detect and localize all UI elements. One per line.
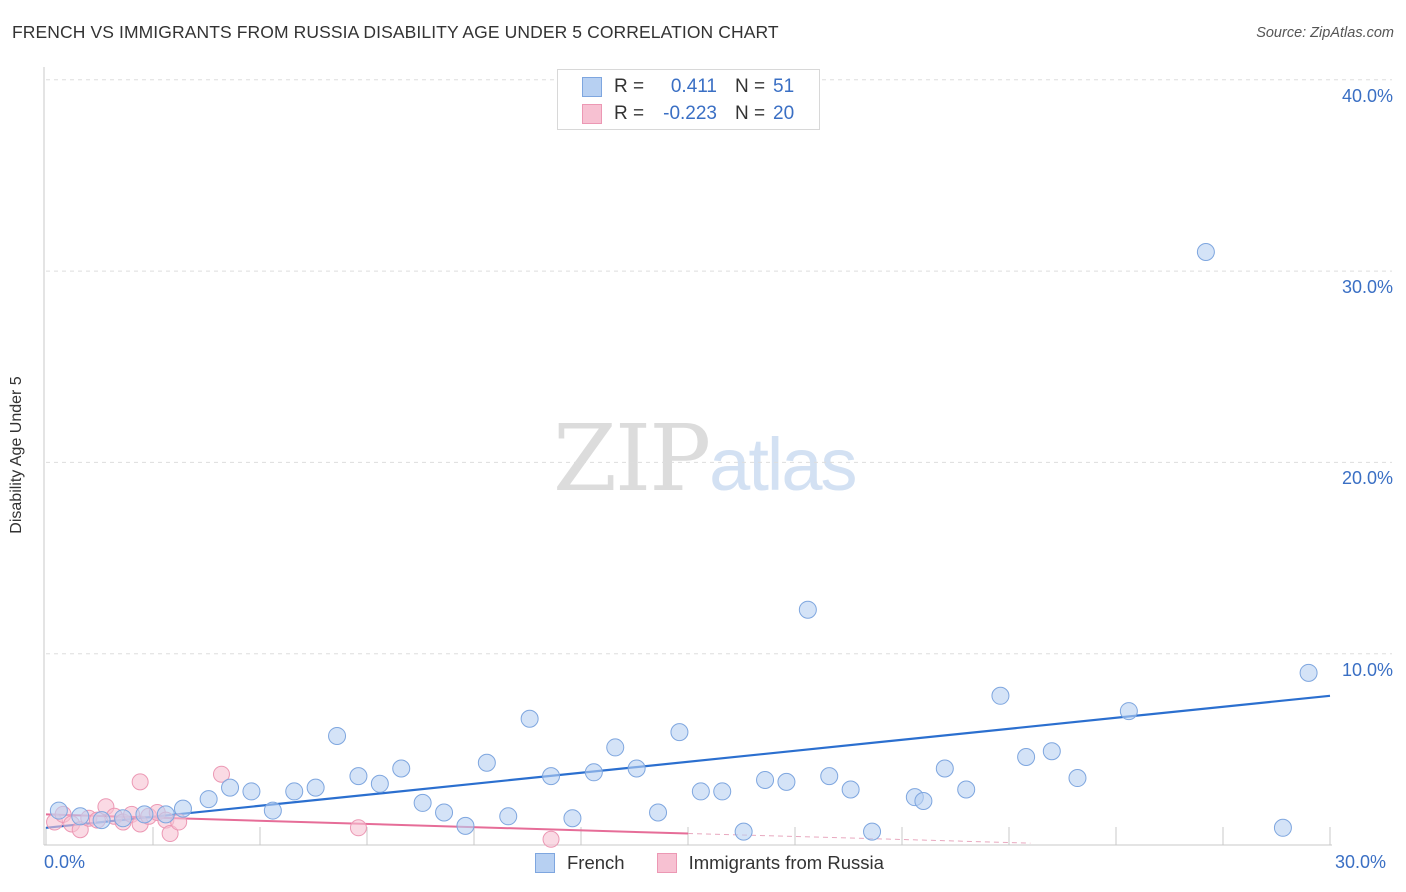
french-point — [542, 767, 561, 786]
french-point — [935, 759, 954, 778]
source-credit: Source: ZipAtlas.com — [1256, 25, 1394, 41]
french-point — [914, 792, 933, 811]
french-point — [734, 822, 753, 841]
french-point — [1196, 242, 1215, 261]
french-point — [349, 767, 368, 786]
french-point — [1042, 742, 1061, 761]
y-tick-label-40: 40.0% — [1341, 86, 1393, 106]
series-russia-points — [46, 765, 560, 848]
french-point — [306, 778, 325, 797]
french-point — [670, 723, 689, 742]
french-point — [691, 782, 710, 801]
french-swatch — [582, 77, 602, 97]
french-point — [328, 726, 347, 745]
y-axis-label-text: Disability Age Under 5 — [8, 376, 25, 534]
r-label: R = — [614, 76, 645, 97]
axes — [43, 67, 1332, 846]
r-value: 0.411 — [670, 76, 717, 97]
grid-lines — [46, 79, 1392, 655]
french-point — [627, 759, 646, 778]
trend-lines — [45, 694, 1331, 844]
french-point — [756, 770, 775, 789]
french-point — [456, 816, 475, 835]
french-point — [1119, 702, 1138, 721]
watermark-zip: ZIP — [553, 405, 711, 512]
russia-point — [131, 773, 149, 791]
french-point — [606, 738, 625, 757]
watermark: ZIPatlas — [553, 405, 857, 512]
r-label: R = — [614, 103, 645, 124]
french-point — [156, 805, 175, 824]
french-point — [584, 763, 603, 782]
french-point — [777, 772, 796, 791]
french-point — [841, 780, 860, 799]
russia-point — [212, 765, 230, 783]
french-point — [649, 803, 668, 822]
french-point — [1273, 818, 1292, 837]
russia-swatch — [582, 104, 602, 124]
french-point — [71, 807, 90, 826]
french-swatch — [535, 853, 555, 873]
correlation-legend: R = 0.411 N = 51 R = -0.223 N = 20 — [557, 69, 820, 130]
x-tick-label-30: 30.0% — [1335, 852, 1387, 872]
y-tick-label-30: 30.0% — [1341, 277, 1393, 297]
french-point — [563, 809, 582, 828]
french-point — [263, 801, 282, 820]
x-tick-label-0: 0.0% — [44, 852, 86, 872]
legend-row-russia: R = -0.223 N = 20 — [582, 102, 794, 126]
french-point — [820, 767, 839, 786]
french-trend-line — [45, 694, 1331, 829]
legend-row-french: R = 0.411 N = 51 — [582, 75, 794, 99]
french-point — [435, 803, 454, 822]
legend-label: Immigrants from Russia — [688, 852, 884, 873]
french-point — [499, 807, 518, 826]
french-point — [991, 686, 1010, 705]
n-label: N = — [735, 103, 766, 124]
french-point — [477, 753, 496, 772]
y-tick-label-10: 10.0% — [1341, 660, 1393, 680]
watermark-atlas: atlas — [709, 423, 857, 506]
french-point — [1017, 748, 1036, 767]
french-point — [199, 790, 218, 809]
french-point — [221, 778, 240, 797]
french-point — [863, 822, 882, 841]
french-point — [49, 801, 68, 820]
n-value: 51 — [773, 76, 795, 97]
n-label: N = — [735, 76, 766, 97]
legend-label: French — [567, 852, 625, 873]
french-point — [798, 600, 817, 619]
french-point — [520, 709, 539, 728]
french-point — [713, 782, 732, 801]
french-point — [1299, 663, 1318, 682]
french-point — [114, 809, 133, 828]
legend-item-french[interactable]: French — [535, 852, 625, 874]
n-value: 20 — [773, 103, 795, 124]
french-point — [392, 759, 411, 778]
french-point — [173, 799, 192, 818]
y-tick-label-20: 20.0% — [1341, 468, 1393, 488]
russia-point — [542, 830, 560, 848]
french-point — [957, 780, 976, 799]
french-point — [242, 782, 261, 801]
series-french-points — [49, 242, 1318, 841]
r-value: -0.223 — [663, 103, 717, 124]
series-legend: French Immigrants from Russia — [535, 852, 916, 874]
russia-point — [349, 819, 367, 837]
russia-point — [161, 825, 179, 843]
legend-item-russia[interactable]: Immigrants from Russia — [656, 852, 884, 874]
french-point — [1068, 769, 1087, 788]
french-point — [370, 774, 389, 793]
chart-title: FRENCH VS IMMIGRANTS FROM RUSSIA DISABIL… — [12, 22, 779, 42]
french-point — [285, 782, 304, 801]
french-point — [413, 793, 432, 812]
french-point — [135, 805, 154, 824]
french-point — [92, 811, 111, 830]
russia-swatch — [656, 853, 677, 873]
